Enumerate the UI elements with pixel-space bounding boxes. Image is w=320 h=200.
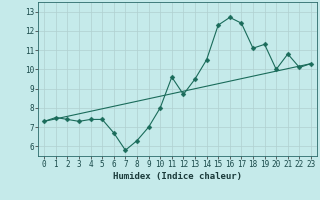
X-axis label: Humidex (Indice chaleur): Humidex (Indice chaleur) [113, 172, 242, 181]
